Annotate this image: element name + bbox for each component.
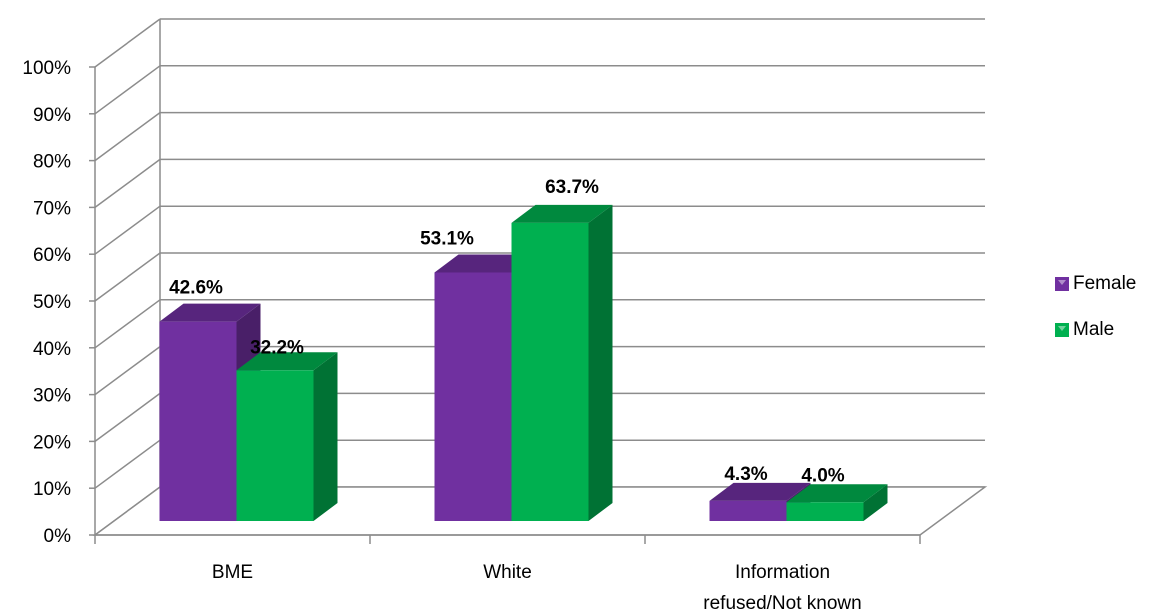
bar-top [511, 204, 613, 223]
data-label-male: 32.2% [250, 337, 304, 358]
y-tick-label: 70% [33, 198, 71, 219]
legend-label-female: Female [1073, 273, 1137, 294]
bar-front [159, 321, 237, 521]
legend-swatch-male [1055, 323, 1069, 337]
gridline-side [94, 111, 161, 162]
bar-front [511, 222, 589, 521]
bar-front [236, 370, 314, 521]
y-tick-label: 10% [33, 479, 71, 500]
y-tick-label: 0% [44, 526, 72, 547]
bar-front [786, 502, 864, 521]
bar-male-1 [511, 204, 613, 521]
x-category-label: Information [735, 562, 830, 583]
bar-top [709, 482, 811, 501]
y-tick-label: 20% [33, 432, 71, 453]
data-label-male: 63.7% [545, 177, 599, 198]
x-category-label: refused/Not known [703, 593, 861, 614]
y-tick-label: 100% [22, 58, 71, 79]
legend-label-male: Male [1073, 319, 1115, 340]
legend: Female Male [1055, 272, 1136, 364]
bars [159, 204, 888, 521]
gridline-side [94, 345, 161, 396]
y-tick-label: 40% [33, 339, 71, 360]
y-tick-label: 60% [33, 245, 71, 266]
bar-top [786, 484, 888, 503]
gridline-side [94, 18, 161, 68]
bar-front [709, 500, 787, 521]
y-tick-label: 80% [33, 152, 71, 173]
y-tick-label: 90% [33, 105, 71, 126]
legend-item-female: Female [1055, 272, 1136, 296]
bar-side [588, 204, 613, 521]
gridline-side [94, 392, 161, 443]
data-label-male: 4.0% [801, 465, 844, 486]
x-category-label: White [483, 562, 532, 583]
data-label-female: 4.3% [724, 464, 767, 485]
gridline-side [94, 299, 161, 349]
bar-side [313, 352, 338, 521]
bar-top [434, 254, 536, 273]
gridline-side [94, 65, 161, 115]
bar-female-0 [159, 303, 261, 521]
bar-top [236, 352, 338, 371]
bar-male-0 [236, 352, 338, 521]
legend-swatch-female [1055, 277, 1069, 291]
x-category-label: BME [212, 562, 253, 583]
gridline-side [94, 205, 161, 255]
bar-male-2 [786, 484, 888, 521]
legend-item-male: Male [1055, 318, 1136, 342]
data-label-female: 42.6% [169, 278, 223, 299]
gridline-side [94, 439, 161, 489]
y-tick-label: 30% [33, 386, 71, 407]
bar-side [863, 484, 888, 521]
gridline-side [94, 158, 161, 209]
bar-front [434, 272, 512, 521]
data-label-female: 53.1% [420, 228, 474, 249]
bar-top [159, 303, 261, 322]
gridline-side [94, 252, 161, 302]
y-tick-label: 50% [33, 292, 71, 313]
data-labels: 42.6% 32.2% 53.1% 63.7% 4.3% 4.0% [169, 177, 845, 486]
axes: 0% 10% 20% 30% 40% 50% 60% 70% 80% 90% 100% BME Whit… [22, 58, 921, 614]
